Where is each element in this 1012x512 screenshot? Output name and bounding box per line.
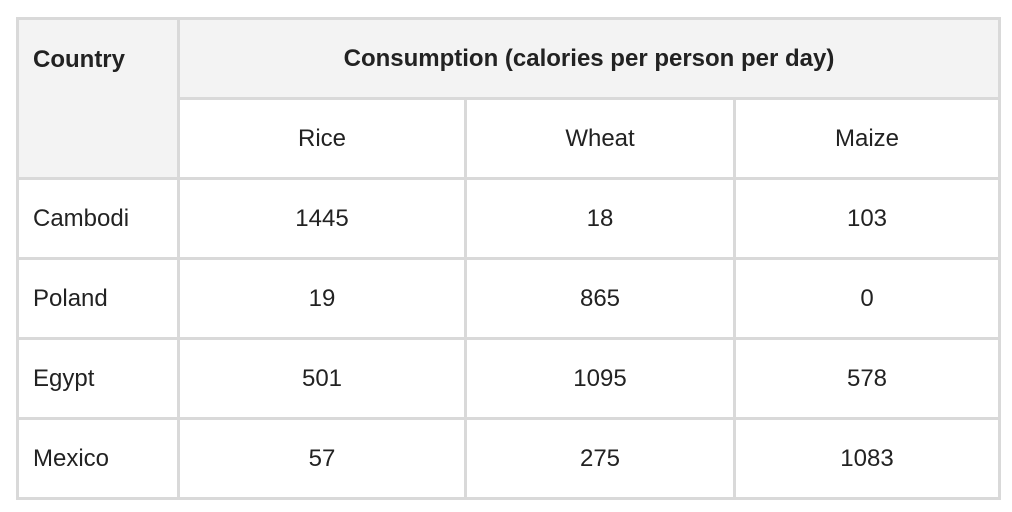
wheat-cell: 275 [464,417,736,500]
maize-cell: 578 [733,337,1001,420]
wheat-cell: 865 [464,257,736,340]
country-cell: Mexico [16,417,180,500]
wheat-cell: 18 [464,177,736,260]
table-row: Egypt 501 1095 578 [16,337,1001,420]
wheat-cell: 1095 [464,337,736,420]
header-maize: Maize [733,97,1001,180]
country-cell: Poland [16,257,180,340]
header-country: Country [16,17,180,180]
maize-cell: 103 [733,177,1001,260]
table-row: Poland 19 865 0 [16,257,1001,340]
rice-cell: 1445 [177,177,467,260]
table-row: Mexico 57 275 1083 [16,417,1001,500]
header-wheat: Wheat [464,97,736,180]
table-subheader-row: Rice Wheat Maize [18,97,1001,180]
data-table-container: Country Consumption (calories per person… [16,17,1001,500]
header-consumption: Consumption (calories per person per day… [177,17,1001,100]
table-header-row: Country Consumption (calories per person… [16,17,1001,180]
rice-cell: 501 [177,337,467,420]
maize-cell: 0 [733,257,1001,340]
country-cell: Egypt [16,337,180,420]
rice-cell: 57 [177,417,467,500]
rice-cell: 19 [177,257,467,340]
header-rice: Rice [177,97,467,180]
consumption-table: Country Consumption (calories per person… [16,17,1001,500]
maize-cell: 1083 [733,417,1001,500]
table-row: Cambodi 1445 18 103 [16,177,1001,260]
country-cell: Cambodi [16,177,180,260]
